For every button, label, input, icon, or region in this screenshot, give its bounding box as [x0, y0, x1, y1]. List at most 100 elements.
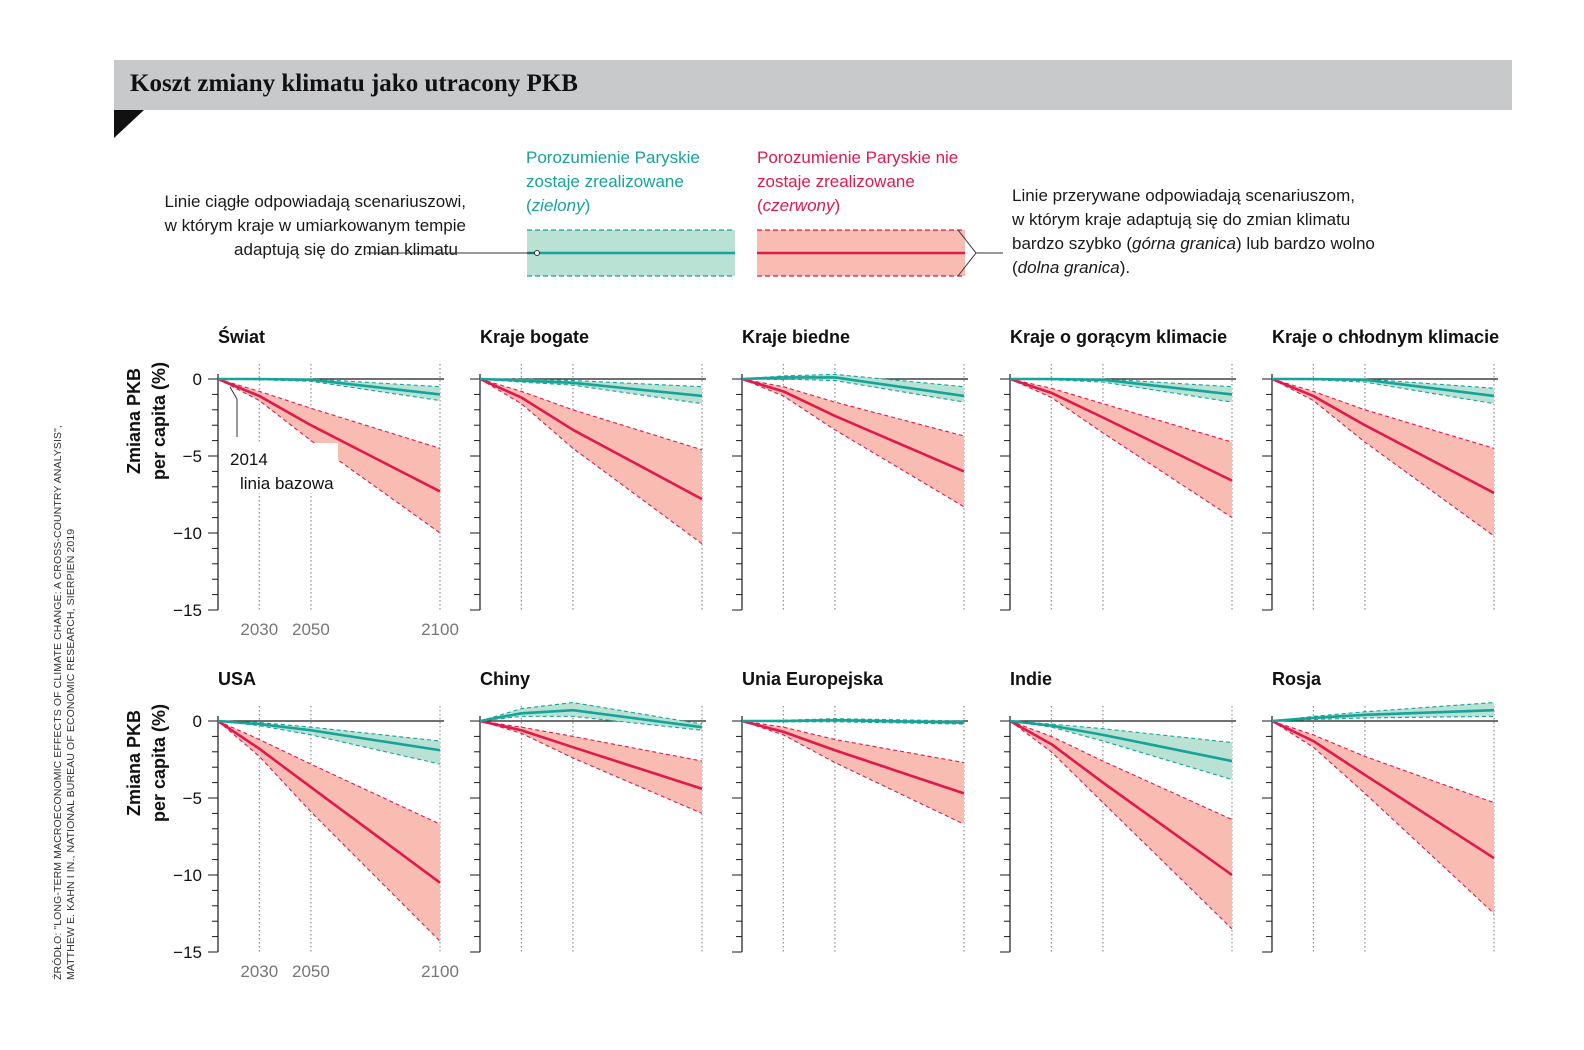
red-range-band	[1010, 379, 1232, 518]
red-upper-bound-line	[741, 378, 965, 437]
baseline-annotation-pointer	[229, 386, 238, 400]
legend-dashed-line-2: w którym kraje adaptują się do zmian kli…	[1012, 210, 1351, 229]
panel-5: Kraje o chłodnym klimacie	[1262, 327, 1499, 611]
legend-green-label: Porozumienie Paryskie zostaje zrealizowa…	[526, 146, 756, 218]
red-upper-bound-line	[217, 378, 441, 449]
red-lower-bound-line	[1009, 720, 1233, 930]
panel-title: Chiny	[480, 669, 530, 689]
panel-title: Świat	[218, 326, 265, 347]
red-range-band	[742, 379, 964, 507]
panel-title: Unia Europejska	[742, 669, 884, 689]
x-tick-label: 2100	[421, 620, 459, 639]
green-upper-bound-line	[741, 718, 965, 722]
green-central-line	[479, 708, 703, 729]
red-lower-bound-line	[479, 720, 703, 814]
red-range-band	[742, 721, 964, 825]
panel-7: Chiny	[470, 669, 706, 953]
y-tick-label: −15	[173, 601, 202, 620]
green-central-line	[742, 718, 965, 724]
x-tick-label: 2030	[240, 962, 278, 981]
x-tick-label: 2050	[292, 620, 330, 639]
green-range-band	[1010, 379, 1232, 403]
title-corner-decoration	[114, 110, 144, 138]
legend-solid-line-3: adaptują się do zmian klimatu	[234, 240, 458, 259]
legend-green-line-1: Porozumienie Paryskie	[526, 148, 700, 167]
red-upper-bound-line	[1009, 378, 1233, 443]
legend-dashed-4b: ).	[1119, 258, 1131, 277]
green-upper-bound-line	[741, 373, 965, 388]
green-central-line	[479, 377, 703, 398]
panel-2: Kraje bogate	[470, 327, 706, 611]
green-lower-bound-line	[741, 720, 965, 725]
red-central-line	[741, 377, 965, 473]
green-upper-bound-line	[218, 378, 441, 388]
baseline-annotation-bg	[226, 443, 338, 493]
red-range-band	[218, 379, 440, 533]
green-central-line	[1010, 377, 1233, 396]
legend-solid-line-1: Linie ciągłe odpowiadają scenariuszowi,	[164, 192, 466, 211]
y-tick-label: −5	[183, 789, 202, 808]
legend-solid-pointer-dot	[534, 250, 540, 256]
red-central-line	[741, 719, 965, 795]
green-upper-bound-line	[479, 701, 703, 725]
legend-dashed-3b: górna granica	[1132, 234, 1236, 253]
panel-10: Rosja	[1262, 669, 1498, 953]
green-central-line	[1272, 377, 1495, 398]
legend-dashed-3a: bardzo szybko (	[1012, 234, 1132, 253]
red-upper-bound-line	[1009, 720, 1233, 821]
baseline-year-label: 2014	[230, 450, 268, 469]
green-range-band	[218, 379, 440, 401]
red-lower-bound-line	[1009, 378, 1233, 519]
red-lower-bound-line	[741, 720, 965, 825]
title-bar: Koszt zmiany klimatu jako utracony PKB	[114, 60, 1512, 110]
legend-green-note: (zielony)	[526, 196, 591, 215]
legend-solid-line-2: w którym kraje w umiarkowanym tempie	[164, 216, 466, 235]
green-upper-bound-line	[480, 378, 703, 388]
y-tick-label: −10	[173, 866, 202, 885]
legend-samples	[367, 229, 1003, 277]
legend-green-line-2: zostaje zrealizowane	[526, 172, 684, 191]
red-upper-bound-line	[217, 720, 441, 825]
green-range-band	[1272, 379, 1494, 404]
red-lower-bound-line	[1271, 720, 1495, 914]
legend-red-label: Porozumienie Paryskie nie zostaje zreali…	[757, 146, 997, 218]
red-range-band	[218, 721, 440, 942]
green-range-band	[480, 379, 702, 404]
green-range-band	[480, 702, 702, 731]
red-upper-bound-line	[1271, 378, 1495, 449]
red-range-band	[480, 379, 702, 544]
y-tick-label: 0	[193, 712, 202, 731]
green-central-line	[1271, 708, 1495, 723]
panel-title: Indie	[1010, 669, 1052, 689]
panel-title: Rosja	[1272, 669, 1322, 689]
green-lower-bound-line	[1271, 715, 1495, 722]
y-tick-label: 0	[193, 370, 202, 389]
red-upper-bound-line	[1271, 720, 1495, 804]
legend-dashed-line-1: Linie przerywane odpowiadają scenariuszo…	[1012, 186, 1356, 205]
red-upper-bound-line	[479, 378, 703, 451]
red-range-band	[1272, 379, 1494, 537]
legend-dashed-line-3: bardzo szybko (górna granica) lub bardzo…	[1012, 232, 1432, 256]
legend-red-line-1: Porozumienie Paryskie nie	[757, 148, 959, 167]
y-axis-title: Zmiana PKB per capita (%)	[124, 362, 169, 480]
panel-title: USA	[218, 669, 256, 689]
red-lower-bound-line	[741, 378, 965, 508]
x-tick-label: 2030	[240, 620, 278, 639]
red-lower-bound-line	[217, 378, 441, 534]
legend-green-note-text: zielony	[531, 196, 585, 215]
chart-title: Koszt zmiany klimatu jako utracony PKB	[130, 70, 578, 97]
panel-9: Indie	[1000, 669, 1236, 953]
legend-dashed-4a: dolna granica	[1017, 258, 1120, 277]
y-tick-label: −15	[173, 943, 202, 962]
panel-4: Kraje o gorącym klimacie	[1000, 327, 1236, 611]
green-range-band	[1010, 721, 1232, 780]
legend-dashed-3c: ) lub bardzo wolno	[1235, 234, 1375, 253]
panel-title: Kraje o gorącym klimacie	[1010, 327, 1227, 347]
red-central-line	[1271, 377, 1495, 495]
legend-red-note: (czerwony)	[757, 196, 841, 215]
red-central-line	[1009, 377, 1233, 482]
legend-solid-description: Linie ciągłe odpowiadają scenariuszowi, …	[126, 190, 466, 262]
baseline-label: linia bazowa	[240, 474, 334, 493]
red-central-line	[217, 377, 441, 493]
panel-title: Kraje bogate	[480, 327, 589, 347]
